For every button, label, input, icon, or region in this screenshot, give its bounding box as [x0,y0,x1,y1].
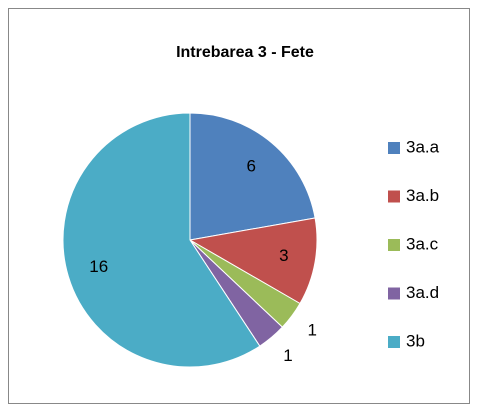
legend-swatch [388,142,400,154]
legend-label: 3a.a [406,137,440,156]
data-label: 1 [283,346,292,365]
data-label: 1 [308,320,317,339]
legend-label: 3a.d [406,283,439,302]
data-label: 3 [279,246,288,265]
data-label: 16 [89,257,108,276]
legend-label: 3b [406,331,425,350]
legend-label: 3a.b [406,186,439,205]
chart-title: Intrebarea 3 - Fete [176,44,314,61]
data-label: 6 [246,157,255,176]
pie-slice [188,217,318,305]
legend-swatch [388,336,400,348]
legend-swatch [388,190,400,203]
legend-label: 3a.c [406,234,439,253]
legend-swatch [388,287,400,300]
pie-slice [189,112,316,241]
legend-swatch [388,239,400,251]
pie-slice [62,112,261,368]
